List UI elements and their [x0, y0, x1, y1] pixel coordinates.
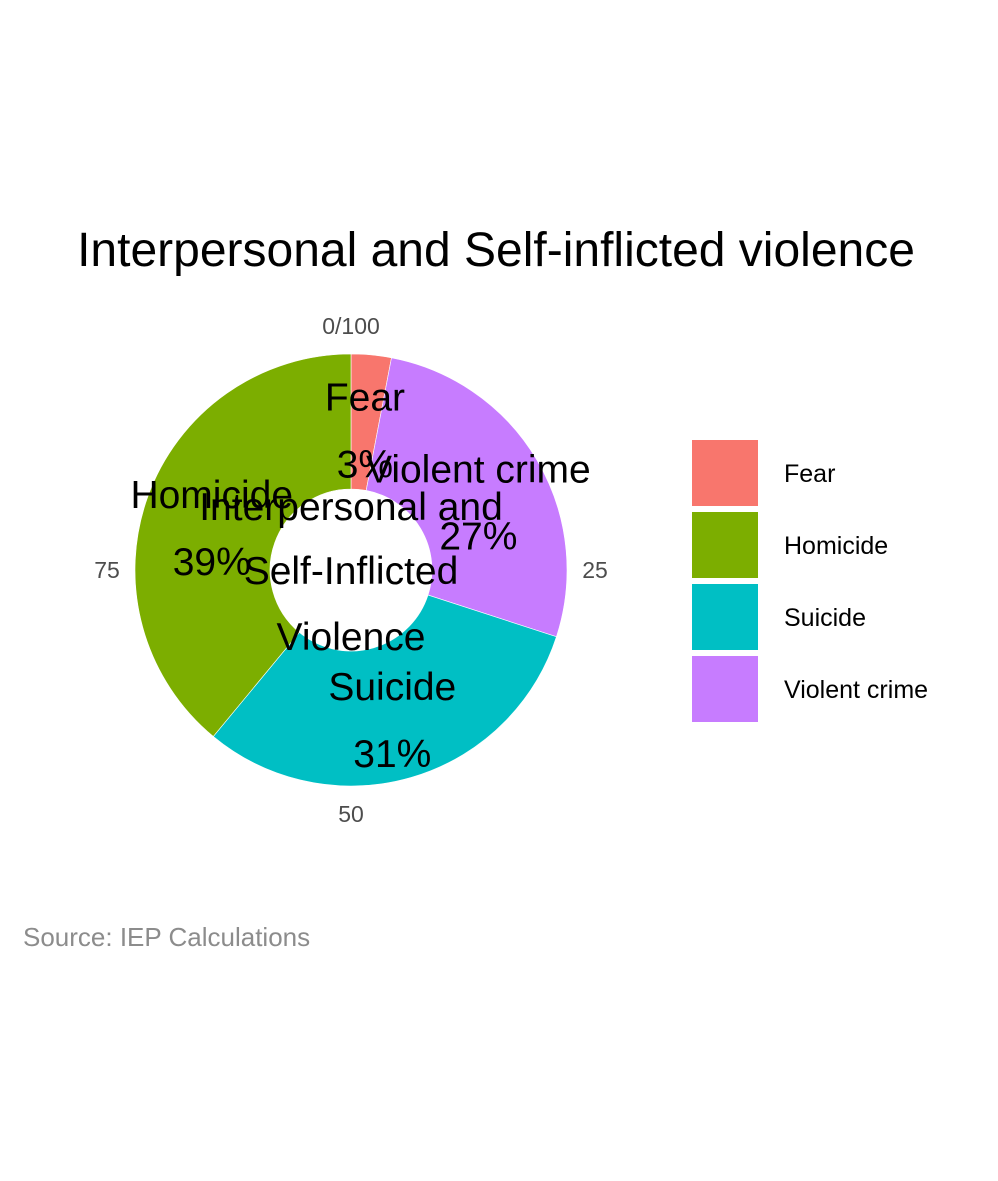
legend-label: Violent crime	[784, 676, 928, 704]
axis-tick-label: 0/100	[322, 313, 380, 339]
legend-swatch	[692, 440, 758, 506]
slice-homicide	[134, 353, 352, 737]
legend-swatch	[692, 584, 758, 650]
legend-swatch	[692, 512, 758, 578]
slice-name-label: Violent crime	[366, 449, 591, 492]
center-label-line: Interpersonal and	[199, 486, 503, 529]
chart-title: Interpersonal and Self-inflicted violenc…	[77, 224, 915, 277]
slice-suicide	[212, 594, 557, 787]
center-label-line: Self-Inflicted	[244, 550, 459, 593]
center-label-line: Violence	[277, 616, 426, 659]
slice-name-label: Homicide	[130, 474, 293, 517]
axis-tick-label: 75	[94, 557, 120, 583]
legend-swatch	[692, 656, 758, 722]
legend-label: Fear	[784, 460, 835, 488]
slice-name-label: Suicide	[328, 666, 456, 709]
slice-labels-layer: Fear 3%Violent crime 27% Suicide 31% Homicide…	[130, 377, 590, 776]
slice-name-label: Fear	[325, 377, 405, 420]
source-caption: Source: IEP Calculations	[23, 922, 310, 952]
legend-label: Homicide	[784, 532, 888, 560]
slice-violent-crime	[365, 357, 568, 638]
axis-tick-label: 50	[338, 801, 364, 827]
slice-percent-label: 31%	[353, 733, 431, 776]
slices-layer	[134, 353, 568, 787]
center-label: Interpersonal and Self-Inflicted Violence	[199, 486, 503, 659]
axis-tick-label: 25	[582, 557, 608, 583]
legend: Fear Homicide Suicide Violent crime	[692, 440, 928, 722]
slice-percent-label: 3%	[337, 444, 393, 487]
axis-ticks-layer: 0/100 25 50 75	[94, 313, 608, 827]
slice-percent-label: 27%	[439, 516, 517, 559]
slice-percent-label: 39%	[173, 541, 251, 584]
legend-label: Suicide	[784, 604, 866, 632]
